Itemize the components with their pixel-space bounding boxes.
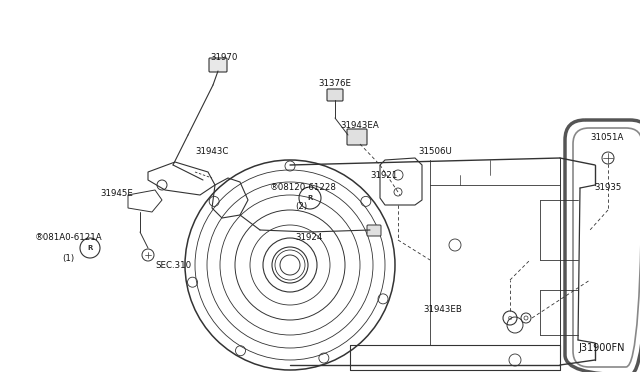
Text: ®08120-61228: ®08120-61228: [270, 183, 337, 192]
Text: o: o: [508, 315, 512, 321]
Text: 31943EA: 31943EA: [340, 121, 379, 129]
Text: 31943C: 31943C: [195, 148, 228, 157]
Text: SEC.310: SEC.310: [155, 260, 191, 269]
FancyBboxPatch shape: [327, 89, 343, 101]
FancyBboxPatch shape: [209, 58, 227, 72]
Text: R: R: [307, 195, 313, 201]
Text: 31970: 31970: [210, 54, 237, 62]
Text: 31935: 31935: [594, 183, 621, 192]
FancyBboxPatch shape: [367, 225, 381, 236]
Text: 31945E: 31945E: [100, 189, 133, 198]
Text: R: R: [87, 245, 93, 251]
Text: 31943EB: 31943EB: [423, 305, 462, 314]
Text: (2): (2): [295, 202, 307, 212]
Text: 31376E: 31376E: [318, 78, 351, 87]
Text: 31921: 31921: [370, 170, 397, 180]
FancyBboxPatch shape: [347, 129, 367, 145]
Text: 31051A: 31051A: [590, 134, 623, 142]
Text: 31924: 31924: [295, 234, 323, 243]
Text: (1): (1): [62, 253, 74, 263]
Text: 31506U: 31506U: [418, 148, 452, 157]
Text: J31900FN: J31900FN: [578, 343, 625, 353]
Text: ®081A0-6121A: ®081A0-6121A: [35, 234, 102, 243]
